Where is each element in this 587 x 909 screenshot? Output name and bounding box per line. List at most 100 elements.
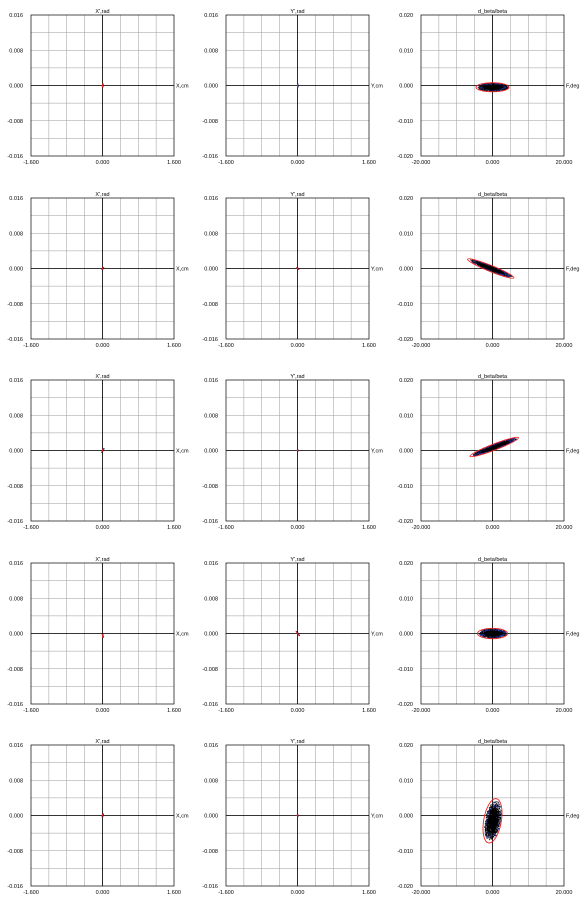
y-tick-label: -0.008 — [202, 667, 218, 673]
y-tick-label: -0.008 — [7, 484, 23, 490]
x-tick-label: 0.000 — [486, 525, 500, 531]
y-tick-label: -0.008 — [202, 302, 218, 308]
emittance-ellipse — [477, 627, 508, 640]
y-tick-label: 0.008 — [204, 231, 218, 237]
emittance-ellipse — [101, 83, 104, 88]
y-tick-label: 0.000 — [9, 84, 23, 90]
x-tick-label: -20.000 — [412, 890, 431, 896]
x-axis-label: X,cm — [176, 814, 189, 820]
x-tick-label: 0.000 — [486, 708, 500, 714]
y-tick-label: 0.000 — [9, 449, 23, 455]
y-tick-label: 0.000 — [399, 449, 413, 455]
plot-title: Y',rad — [290, 557, 304, 563]
x-tick-label: 1.600 — [362, 708, 376, 714]
phase-plot-r1c2: Y',rad Y,cm 0.016 0.008 0.000 -0.008 -0.016-1.… — [202, 9, 383, 166]
scatter-cloud-edge — [484, 801, 502, 841]
y-tick-label: 0.008 — [9, 231, 23, 237]
y-tick-label: 0.010 — [399, 231, 413, 237]
x-tick-label: 20.000 — [556, 708, 573, 714]
y-tick-label: -0.016 — [202, 154, 218, 160]
y-tick-label: -0.008 — [7, 667, 23, 673]
y-tick-label: 0.000 — [9, 632, 23, 638]
y-tick-label: -0.020 — [397, 154, 413, 160]
plot-title: X',rad — [95, 192, 109, 198]
phase-plot-r5c3: d_beta/beta F,deg 0.020 0.010 0.000 -0.010 -0.… — [397, 739, 579, 896]
plot-title: d_beta/beta — [478, 9, 508, 15]
x-tick-label: 0.000 — [486, 890, 500, 896]
plot-title: X',rad — [95, 374, 109, 380]
x-tick-label: 1.600 — [167, 160, 181, 166]
x-axis-label: X,cm — [176, 267, 189, 273]
y-tick-label: 0.008 — [9, 413, 23, 419]
y-tick-label: -0.008 — [202, 119, 218, 125]
y-tick-label: -0.016 — [202, 702, 218, 708]
emittance-ellipse — [295, 630, 300, 637]
phase-plot-r4c3: d_beta/beta F,deg 0.020 0.010 0.000 -0.010 -0.… — [397, 557, 579, 714]
y-tick-label: -0.016 — [202, 884, 218, 890]
y-tick-label: 0.000 — [399, 84, 413, 90]
phase-plot-r2c3: d_beta/beta F,deg 0.020 0.010 0.000 -0.010 -0.… — [397, 192, 579, 349]
x-tick-label: -1.600 — [23, 708, 39, 714]
x-tick-label: 0.000 — [486, 343, 500, 349]
phase-plot-r2c1: X',rad X,cm 0.016 0.008 0.000 -0.008 -0.016-1.… — [7, 192, 189, 349]
phase-plot-r3c1: X',rad X,cm 0.016 0.008 0.000 -0.008 -0.016-1.… — [7, 374, 189, 531]
x-axis-label: X,cm — [176, 84, 189, 90]
y-tick-label: 0.000 — [204, 632, 218, 638]
x-axis-label: X,cm — [176, 449, 189, 455]
x-tick-label: 20.000 — [556, 890, 573, 896]
scatter-cloud-edge — [479, 628, 507, 639]
y-tick-label: 0.000 — [9, 814, 23, 820]
y-tick-label: -0.016 — [7, 154, 23, 160]
x-tick-label: 1.600 — [167, 708, 181, 714]
x-axis-label: Y,cm — [371, 814, 383, 820]
y-tick-label: 0.008 — [9, 778, 23, 784]
y-tick-label: 0.000 — [204, 449, 218, 455]
y-tick-label: 0.020 — [399, 196, 413, 202]
plot-title: X',rad — [95, 9, 109, 15]
x-tick-label: -1.600 — [23, 525, 39, 531]
x-axis-label: F,deg — [566, 632, 579, 638]
y-tick-label: 0.016 — [204, 743, 218, 749]
x-tick-label: 0.000 — [291, 160, 305, 166]
plot-title: Y',rad — [290, 739, 304, 745]
phase-plot-r3c3: d_beta/beta F,deg 0.020 0.010 0.000 -0.010 -0.… — [397, 374, 579, 531]
phase-plot-r5c1: X',rad X,cm 0.016 0.008 0.000 -0.008 -0.016-1.… — [7, 739, 189, 896]
y-tick-label: -0.008 — [7, 119, 23, 125]
plot-title: Y',rad — [290, 192, 304, 198]
x-axis-label: F,deg — [566, 814, 579, 820]
x-axis-label: Y,cm — [371, 632, 383, 638]
x-tick-label: -1.600 — [23, 890, 39, 896]
phase-plot-r2c2: Y',rad Y,cm 0.016 0.008 0.000 -0.008 -0.016-1.… — [202, 192, 383, 349]
emittance-ellipse — [296, 814, 299, 817]
x-tick-label: 0.000 — [291, 525, 305, 531]
y-tick-label: 0.008 — [204, 413, 218, 419]
y-tick-label: 0.000 — [399, 632, 413, 638]
x-axis-label: F,deg — [566, 84, 579, 90]
x-tick-label: 20.000 — [556, 160, 573, 166]
y-tick-label: 0.016 — [9, 743, 23, 749]
y-tick-label: 0.008 — [204, 596, 218, 602]
x-tick-label: -1.600 — [23, 160, 39, 166]
y-tick-label: 0.008 — [204, 778, 218, 784]
x-tick-label: 0.000 — [291, 708, 305, 714]
y-tick-label: 0.020 — [399, 13, 413, 19]
emittance-ellipse — [296, 267, 299, 270]
x-axis-label: Y,cm — [371, 84, 383, 90]
emittance-ellipse — [101, 813, 104, 818]
y-tick-label: 0.000 — [204, 84, 218, 90]
y-tick-label: 0.008 — [204, 48, 218, 54]
y-tick-label: 0.016 — [204, 378, 218, 384]
y-tick-label: -0.010 — [397, 119, 413, 125]
x-tick-label: -1.600 — [218, 343, 234, 349]
y-tick-label: 0.016 — [9, 378, 23, 384]
phase-plot-r1c1: X',rad X,cm 0.016 0.008 0.000 -0.008 -0.016-1.… — [7, 9, 189, 166]
x-tick-label: 0.000 — [291, 343, 305, 349]
phase-plot-r4c2: Y',rad Y,cm 0.016 0.008 0.000 -0.008 -0.016-1.… — [202, 557, 383, 714]
y-tick-label: 0.008 — [9, 48, 23, 54]
x-tick-label: -20.000 — [412, 708, 431, 714]
x-tick-label: 1.600 — [167, 525, 181, 531]
y-tick-label: -0.016 — [202, 337, 218, 343]
phase-plot-r4c1: X',rad X,cm 0.016 0.008 0.000 -0.008 -0.016-1.… — [7, 557, 189, 714]
y-tick-label: 0.000 — [399, 267, 413, 273]
